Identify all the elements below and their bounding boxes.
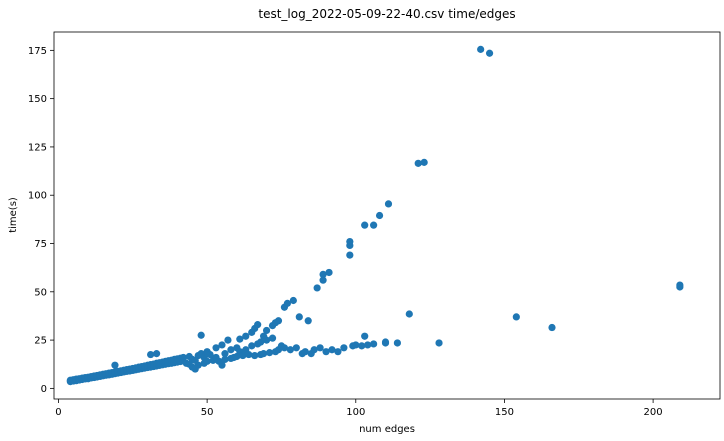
data-point: [340, 344, 348, 352]
x-tick-label: 0: [55, 407, 61, 418]
data-point: [242, 332, 250, 340]
y-axis-ticks: 0 25 50 75 100 125 150 175: [28, 46, 54, 395]
x-axis-label: num edges: [359, 424, 415, 435]
y-tick-label: 75: [34, 239, 47, 250]
data-point: [203, 357, 211, 365]
data-point: [328, 346, 336, 354]
data-point: [251, 351, 259, 360]
data-point: [147, 350, 155, 359]
data-point: [274, 317, 283, 325]
data-point: [414, 159, 422, 167]
y-tick-label: 25: [34, 336, 47, 347]
data-point: [548, 323, 556, 332]
data-point: [301, 348, 309, 356]
data-point: [375, 211, 384, 220]
data-point: [310, 346, 318, 354]
data-point: [268, 334, 277, 342]
data-point: [260, 350, 268, 358]
data-point: [319, 276, 327, 284]
data-point: [381, 338, 390, 346]
data-point: [420, 158, 428, 166]
data-point: [194, 361, 202, 369]
x-tick-label: 150: [495, 407, 514, 418]
data-point: [254, 321, 262, 329]
data-point: [257, 338, 265, 346]
data-point: [346, 237, 354, 246]
data-point: [485, 49, 494, 57]
data-point: [239, 351, 247, 360]
data-point: [676, 281, 684, 289]
y-tick-label: 0: [41, 384, 47, 395]
data-point: [361, 332, 369, 340]
data-point: [221, 355, 229, 363]
x-tick-label: 50: [201, 407, 214, 418]
data-point: [206, 350, 214, 359]
data-points: [66, 45, 684, 386]
data-point: [477, 45, 485, 53]
data-point: [218, 361, 226, 369]
data-point: [370, 221, 378, 229]
data-point: [334, 348, 342, 356]
data-point: [393, 339, 402, 347]
data-point: [111, 361, 119, 369]
data-point: [212, 344, 220, 352]
data-point: [313, 284, 321, 292]
data-point: [405, 310, 413, 318]
data-point: [236, 335, 244, 343]
data-point: [289, 296, 297, 305]
data-point: [262, 336, 271, 344]
data-point: [346, 251, 354, 259]
y-tick-label: 125: [28, 142, 47, 153]
x-tick-label: 200: [644, 407, 663, 418]
data-point: [364, 341, 372, 349]
data-point: [316, 344, 324, 352]
data-point: [248, 342, 256, 350]
data-point: [435, 339, 443, 347]
data-point: [179, 353, 187, 362]
data-point: [262, 326, 271, 335]
data-point: [319, 270, 327, 279]
data-point: [295, 313, 303, 321]
y-tick-label: 100: [28, 191, 47, 202]
y-tick-label: 150: [28, 94, 47, 105]
y-axis-label: time(s): [8, 197, 19, 233]
data-point: [197, 331, 205, 339]
data-point: [286, 346, 294, 354]
data-point: [224, 336, 232, 344]
data-point: [152, 350, 161, 358]
data-point: [512, 313, 520, 321]
data-point: [370, 340, 378, 348]
data-point: [245, 350, 253, 359]
data-point: [221, 350, 229, 358]
data-point: [265, 349, 274, 357]
y-tick-label: 175: [28, 46, 47, 57]
x-tick-label: 100: [346, 407, 365, 418]
plot-frame: [53, 31, 721, 400]
data-point: [322, 348, 330, 356]
data-point: [361, 221, 369, 229]
data-point: [283, 299, 291, 307]
chart-title: test_log_2022-05-09-22-40.csv time/edges: [258, 7, 515, 21]
data-point: [358, 342, 366, 350]
data-point: [304, 317, 312, 325]
data-point: [352, 341, 360, 349]
y-tick-label: 50: [34, 287, 47, 298]
data-point: [280, 344, 289, 352]
data-point: [325, 268, 333, 277]
data-point: [218, 341, 226, 349]
data-point: [292, 344, 300, 352]
data-point: [227, 346, 235, 354]
data-point: [384, 200, 393, 208]
x-axis-ticks: 0 50 100 150 200: [55, 399, 663, 418]
